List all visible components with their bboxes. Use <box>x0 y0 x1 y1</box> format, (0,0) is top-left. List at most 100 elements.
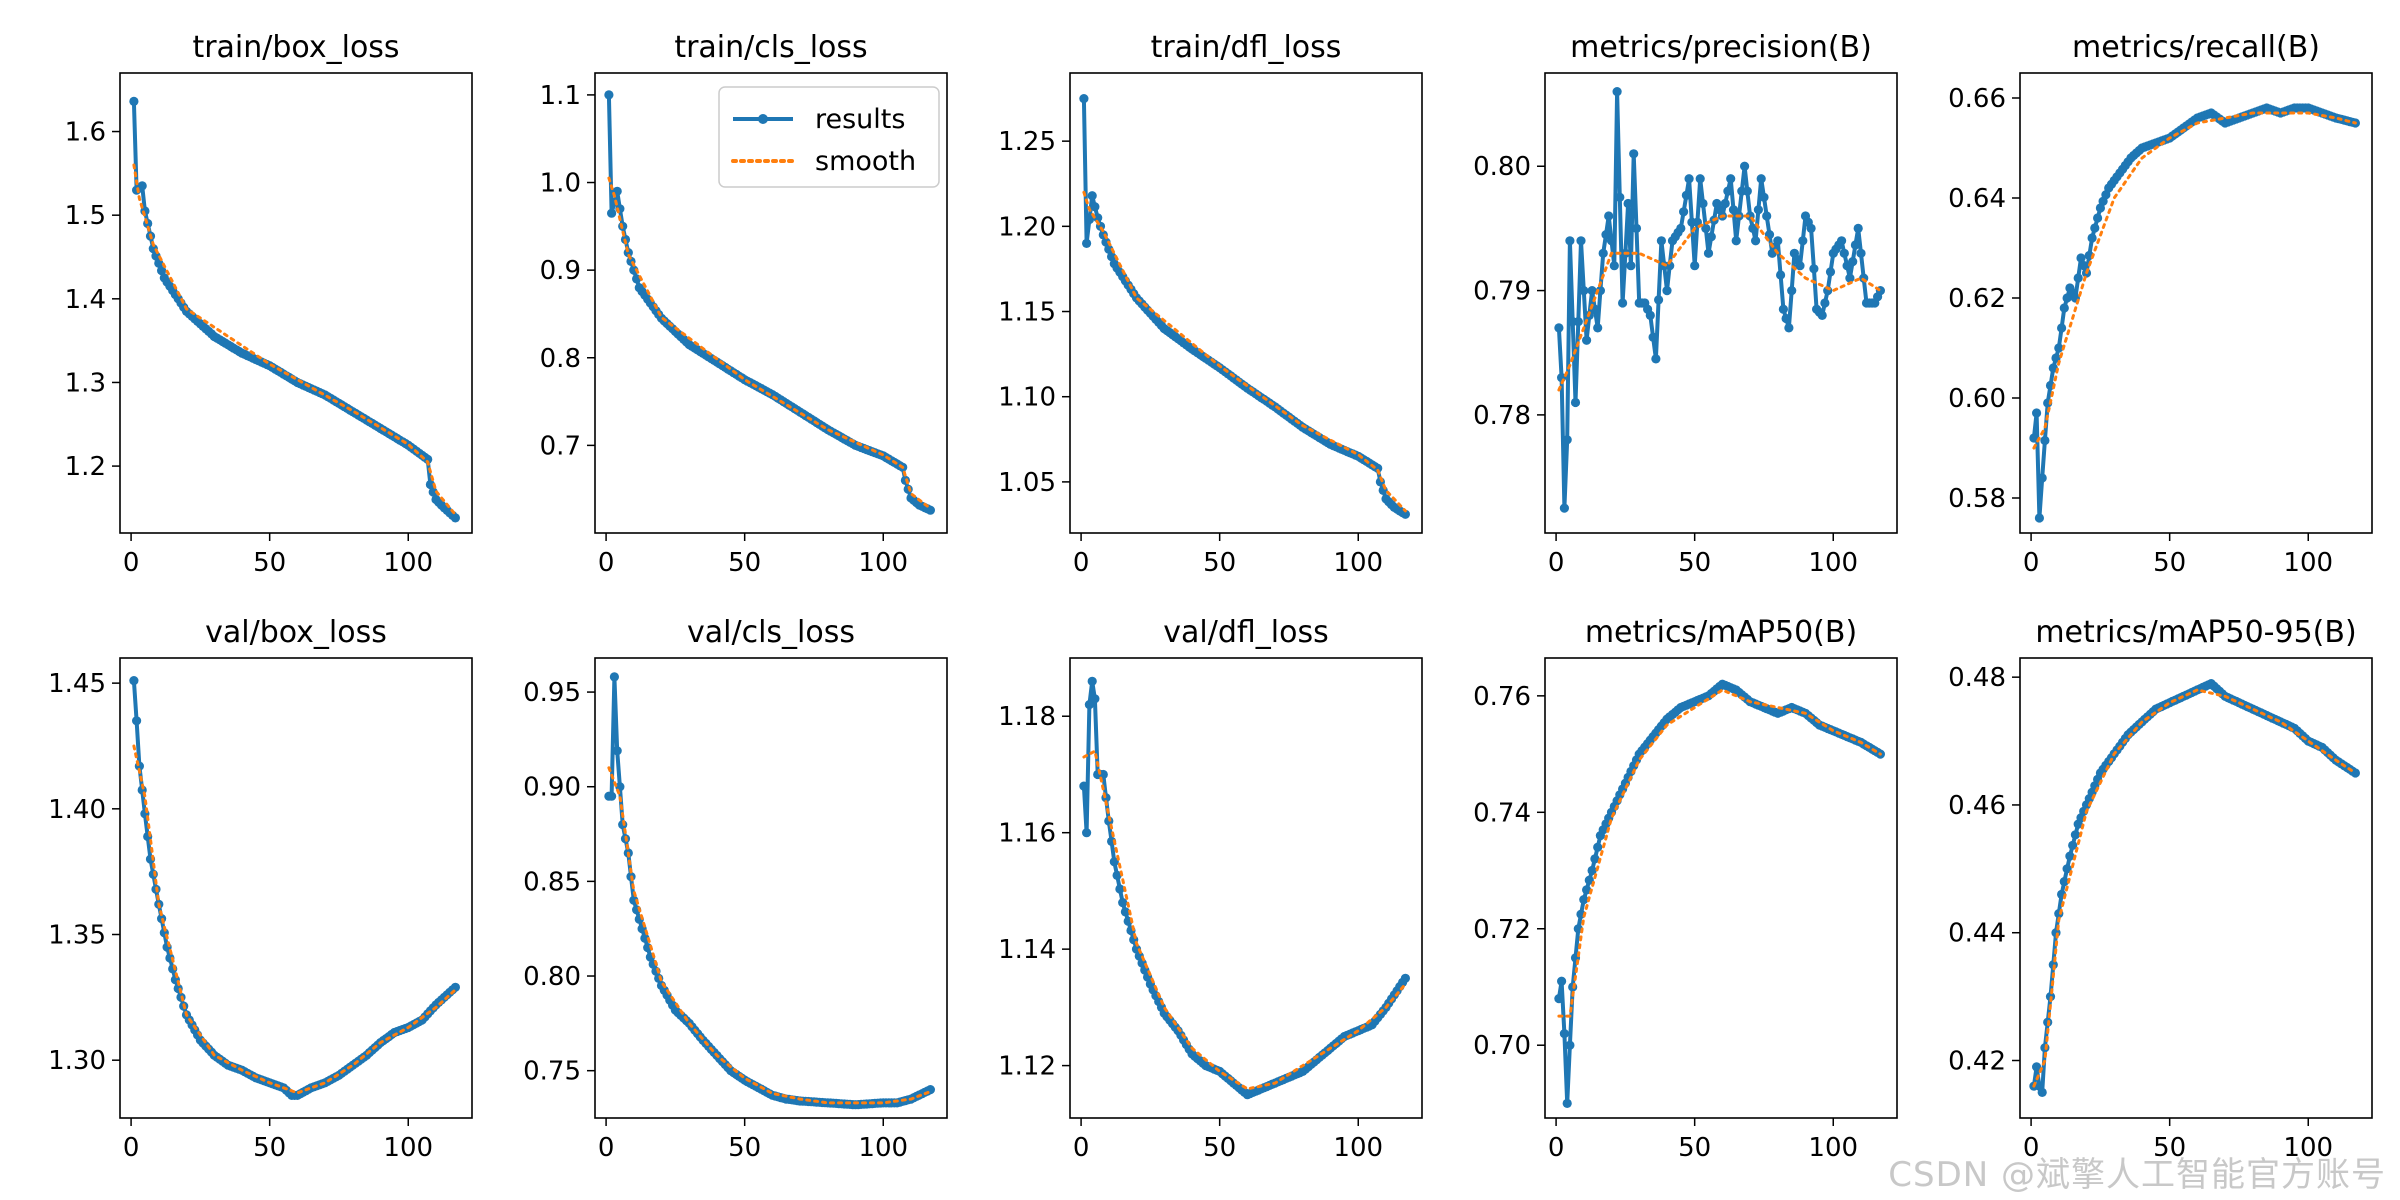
results-point <box>607 208 617 218</box>
results-point <box>2059 877 2069 887</box>
y-tick-label: 0.74 <box>1473 798 1531 828</box>
results-point <box>1762 211 1772 221</box>
results-point <box>1082 238 1092 248</box>
results-point <box>1795 261 1805 271</box>
y-tick-label: 1.20 <box>998 212 1056 242</box>
results-point <box>1681 190 1691 200</box>
axes-frame <box>119 72 473 534</box>
subplot-title: val/cls_loss <box>687 615 855 650</box>
results-point <box>1856 248 1866 258</box>
results-point <box>2040 435 2050 446</box>
results-point <box>1726 174 1736 184</box>
results-point <box>1087 676 1097 686</box>
y-tick-label: 0.8 <box>540 344 581 374</box>
results-point <box>2037 473 2047 483</box>
x-tick-label: 100 <box>2283 548 2333 578</box>
results-point <box>1648 332 1658 342</box>
plot-area <box>1079 676 1410 1100</box>
results-point <box>1748 223 1758 233</box>
results-point <box>1093 213 1103 223</box>
results-point <box>1695 174 1705 184</box>
subplot-9: metrics/mAP50(B) 0 50 100 0.70 0.72 0.74 0.76 <box>1473 615 1898 1163</box>
plot-area <box>129 96 460 523</box>
legend-results-label: results <box>815 104 905 135</box>
subplot-title: metrics/recall(B) <box>2072 30 2320 65</box>
y-tick-label: 0.58 <box>1948 484 2006 514</box>
results-point <box>1579 286 1589 296</box>
x-tick-label: 50 <box>1678 1133 1711 1163</box>
results-point <box>2079 260 2089 271</box>
y-tick-label: 1.6 <box>65 118 106 148</box>
y-tick-label: 0.85 <box>523 867 581 897</box>
results-line <box>131 680 457 1098</box>
axes-frame <box>1069 72 1423 534</box>
y-tick-label: 1.16 <box>998 819 1056 849</box>
y-tick-label: 1.25 <box>998 127 1056 157</box>
results-line <box>1556 682 1882 1106</box>
results-point <box>607 791 617 801</box>
results-point <box>1579 895 1589 905</box>
results-point <box>1787 286 1797 296</box>
results-point <box>1593 323 1603 333</box>
results-point <box>1690 261 1700 271</box>
subplot-title: metrics/mAP50-95(B) <box>2035 615 2356 650</box>
results-point <box>1090 202 1100 212</box>
axes-frame <box>1069 657 1423 1119</box>
results-point <box>1562 435 1572 445</box>
results-point <box>2073 273 2083 283</box>
y-tick-label: 1.30 <box>48 1046 106 1076</box>
results-point <box>1606 236 1617 246</box>
results-point <box>1565 236 1575 246</box>
y-tick-label: 0.78 <box>1473 401 1531 431</box>
results-point <box>450 513 460 523</box>
results-line <box>1556 89 1883 511</box>
results-line <box>608 674 932 1107</box>
x-tick-label: 100 <box>2283 1133 2333 1163</box>
results-point <box>1565 1040 1575 1050</box>
x-tick-label: 50 <box>253 548 286 578</box>
results-point <box>129 96 139 106</box>
plot-area <box>604 90 936 515</box>
y-tick-label: 1.40 <box>48 795 106 825</box>
x-tick-label: 100 <box>858 1133 908 1163</box>
results-point <box>1701 223 1711 233</box>
results-point <box>1079 781 1089 791</box>
results-point <box>1820 298 1830 308</box>
results-point <box>1839 248 1849 258</box>
x-tick-label: 0 <box>123 1133 140 1163</box>
results-point <box>1703 248 1714 258</box>
results-point <box>1853 223 1863 233</box>
results-point <box>1806 223 1816 233</box>
x-tick-label: 50 <box>1203 1133 1236 1163</box>
results-point <box>1798 236 1808 246</box>
results-point <box>604 90 614 100</box>
subplot-title: train/cls_loss <box>674 30 867 65</box>
results-point <box>1609 261 1619 271</box>
results-point <box>1676 223 1686 233</box>
results-point <box>1087 191 1097 201</box>
y-tick-label: 0.80 <box>523 962 581 992</box>
x-tick-label: 0 <box>123 548 140 578</box>
y-tick-label: 0.60 <box>1948 384 2006 414</box>
results-point <box>1604 211 1614 221</box>
results-point <box>1631 223 1642 233</box>
results-point <box>1612 87 1622 97</box>
y-tick-label: 0.7 <box>540 431 581 461</box>
results-point <box>1582 335 1592 345</box>
x-tick-label: 100 <box>383 1133 433 1163</box>
results-point <box>1084 700 1094 710</box>
results-point <box>2093 213 2103 223</box>
results-point <box>1576 236 1586 246</box>
x-tick-label: 0 <box>1073 548 1090 578</box>
results-point <box>1118 898 1128 908</box>
results-point <box>1784 323 1794 333</box>
x-tick-label: 0 <box>598 1133 615 1163</box>
results-point <box>2059 303 2069 313</box>
x-tick-label: 50 <box>728 1133 761 1163</box>
results-point <box>1082 828 1092 838</box>
results-point <box>1742 186 1752 196</box>
results-point <box>1400 973 1410 983</box>
results-point <box>129 676 139 686</box>
results-point <box>1557 976 1567 986</box>
results-point <box>1778 304 1788 314</box>
